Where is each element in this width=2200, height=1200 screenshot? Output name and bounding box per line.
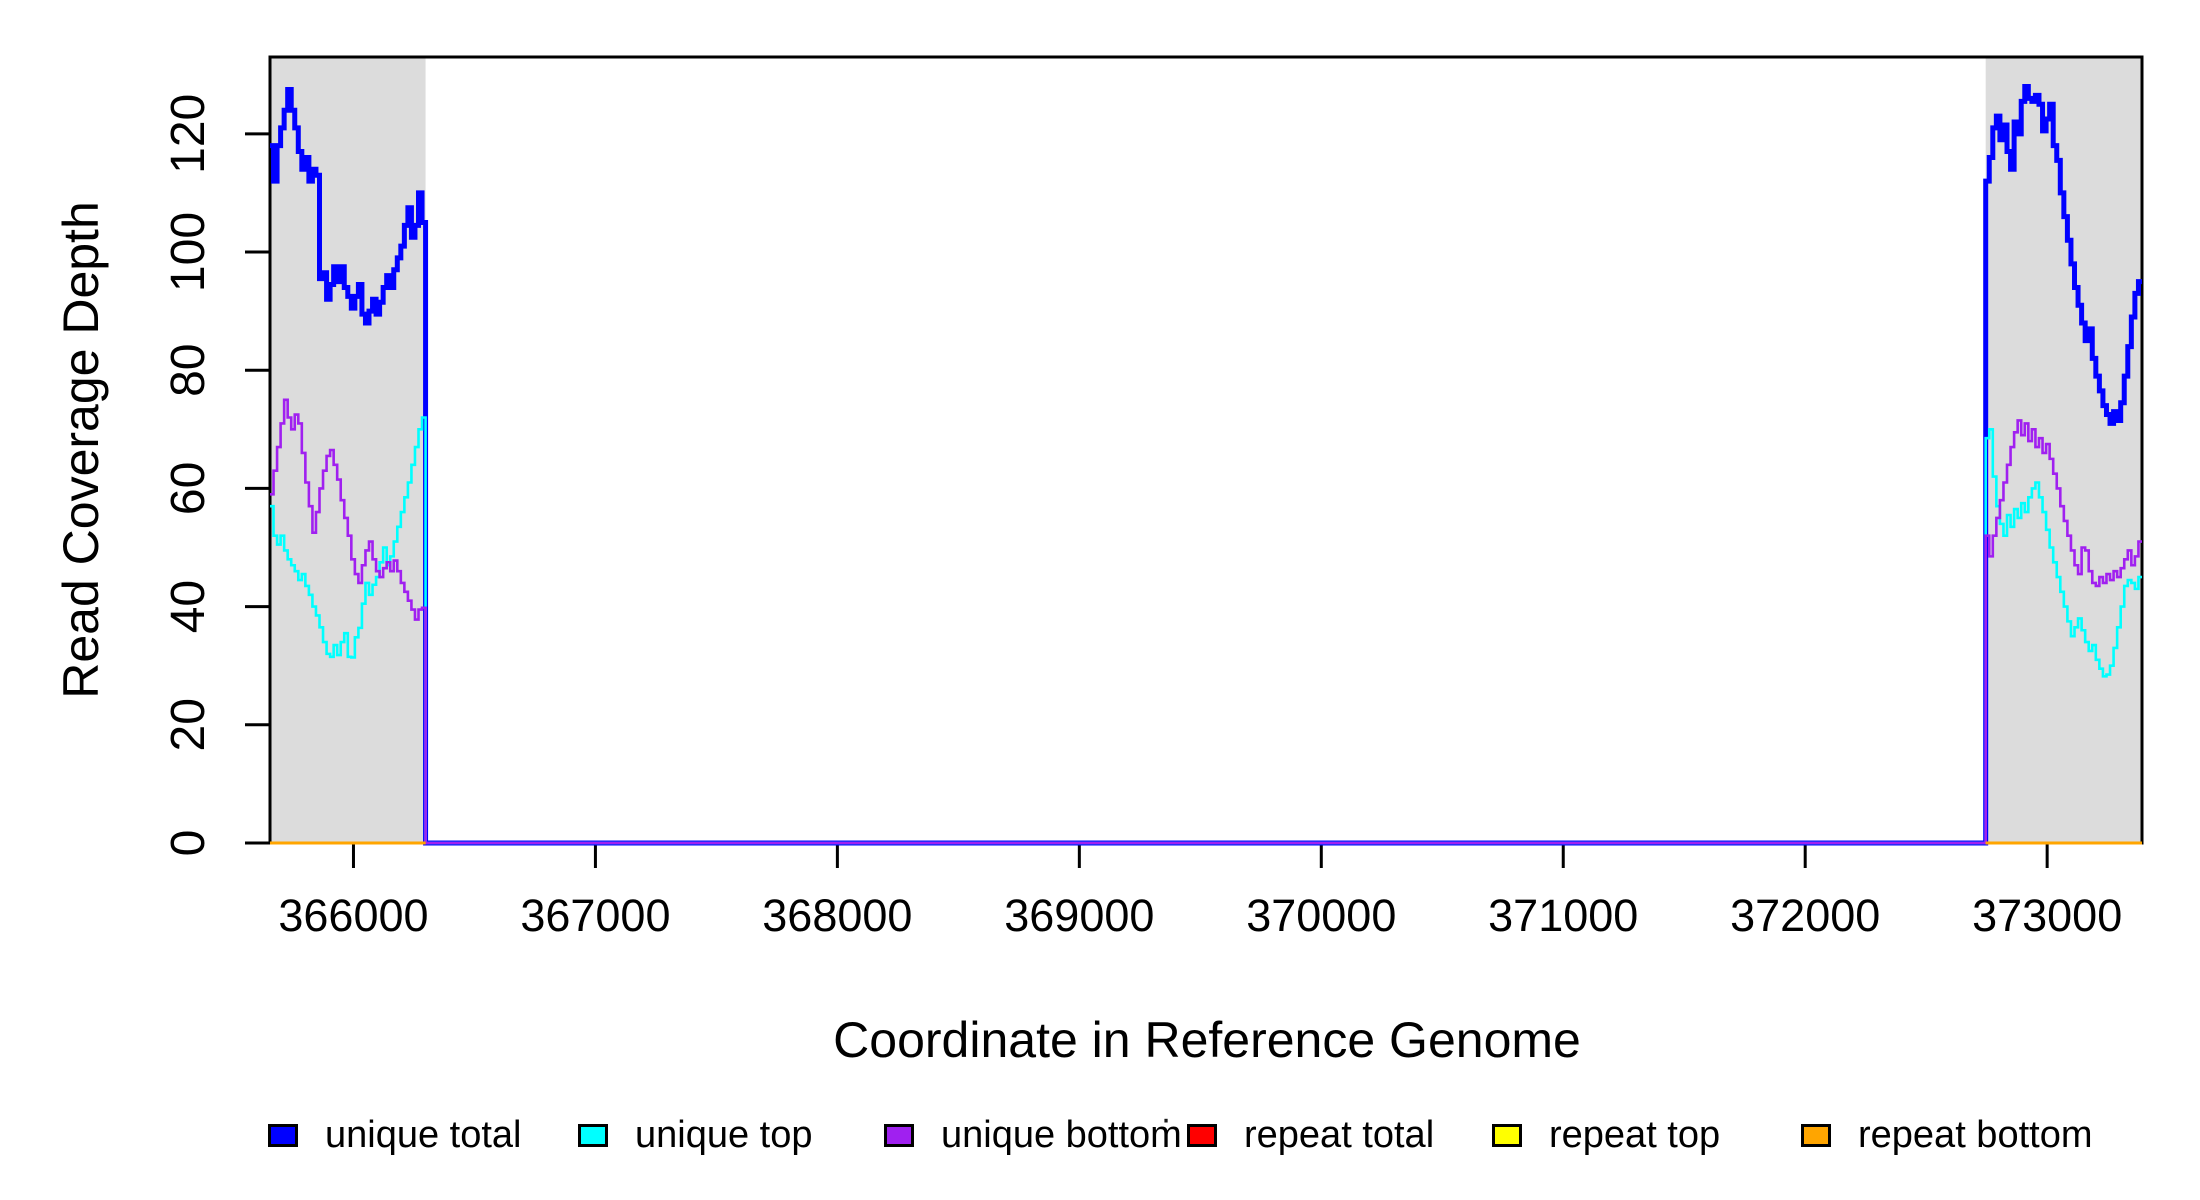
band-right-repeat-flank <box>1985 57 2142 843</box>
legend-item-repeat-top: repeat top <box>1492 1112 1720 1158</box>
x-tick-label: 372000 <box>1730 890 1880 941</box>
legend-item-unique-bottom: unique bottom <box>884 1112 1182 1158</box>
x-tick-label: 370000 <box>1246 890 1396 941</box>
legend-label: unique bottom <box>941 1114 1182 1156</box>
legend-label: repeat bottom <box>1858 1114 2093 1156</box>
legend-swatch-repeat-total <box>1187 1123 1217 1147</box>
y-tick-label: 0 <box>162 830 215 857</box>
x-tick-label: 373000 <box>1972 890 2122 941</box>
x-axis-title: Coordinate in Reference Genome <box>833 1012 1581 1068</box>
x-tick-label: 369000 <box>1004 890 1154 941</box>
legend-item-unique-top: unique top <box>578 1112 813 1158</box>
x-axis: 366000 367000 368000 369000 370000 371000 3720… <box>278 843 2122 941</box>
series-line-unique-bottom <box>270 398 2142 845</box>
legend-swatch-unique-bottom <box>884 1123 914 1147</box>
y-tick-label: 100 <box>162 212 215 292</box>
legend-label: repeat top <box>1549 1114 1721 1156</box>
legend-item-repeat-bottom: repeat bottom <box>1801 1112 2092 1158</box>
x-tick-label: 368000 <box>762 890 912 941</box>
legend-item-unique-total: unique total <box>268 1112 522 1158</box>
band-left-repeat-flank <box>270 57 426 843</box>
y-tick-label: 20 <box>162 698 215 751</box>
legend-swatch-unique-top <box>578 1123 608 1147</box>
y-tick-label: 40 <box>162 580 215 633</box>
series-line-unique-top <box>270 416 2142 845</box>
legend-swatch-repeat-bottom <box>1801 1123 1831 1147</box>
x-tick-label: 367000 <box>520 890 670 941</box>
legend-label: unique total <box>325 1114 522 1156</box>
legend-label: repeat total <box>1244 1114 1435 1156</box>
legend-item-repeat-total: repeat total <box>1187 1112 1434 1158</box>
x-tick-label: 366000 <box>278 890 428 941</box>
y-tick-label: 60 <box>162 462 215 515</box>
y-axis-title: Read Coverage Depth <box>53 201 109 699</box>
highlight-bands <box>270 57 2142 843</box>
y-tick-label: 80 <box>162 344 215 397</box>
series-line-unique-total <box>270 84 2142 846</box>
legend-swatch-unique-total <box>268 1123 298 1147</box>
y-axis: 0 20 40 60 80 100 120 <box>162 94 270 857</box>
legend-label: unique top <box>635 1114 813 1156</box>
legend-swatch-repeat-top <box>1492 1123 1522 1147</box>
x-tick-label: 371000 <box>1488 890 1638 941</box>
plot-frame <box>268 55 2144 845</box>
y-tick-label: 120 <box>162 94 215 174</box>
